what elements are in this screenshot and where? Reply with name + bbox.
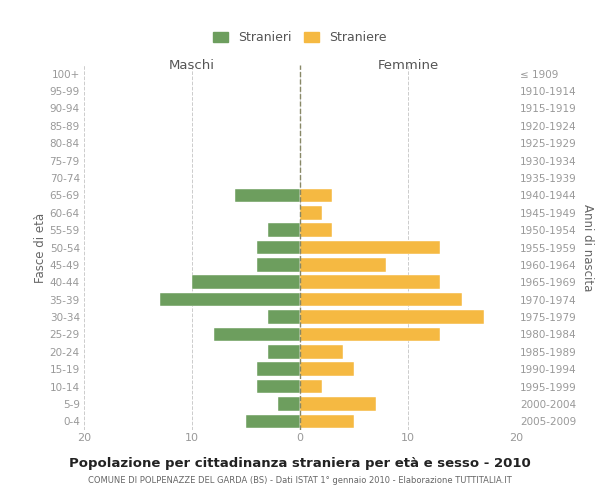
Bar	[268, 224, 300, 237]
Bar	[300, 414, 354, 428]
Legend: Stranieri, Straniere: Stranieri, Straniere	[209, 28, 391, 48]
Bar	[300, 293, 462, 306]
Text: Maschi: Maschi	[169, 60, 215, 72]
Bar	[246, 414, 300, 428]
Bar	[300, 258, 386, 272]
Text: COMUNE DI POLPENAZZE DEL GARDA (BS) - Dati ISTAT 1° gennaio 2010 - Elaborazione : COMUNE DI POLPENAZZE DEL GARDA (BS) - Da…	[88, 476, 512, 485]
Bar	[257, 362, 300, 376]
Bar	[268, 310, 300, 324]
Bar	[192, 276, 300, 289]
Y-axis label: Anni di nascita: Anni di nascita	[581, 204, 593, 291]
Bar	[300, 380, 322, 394]
Bar	[300, 345, 343, 358]
Bar	[300, 206, 322, 220]
Bar	[278, 397, 300, 410]
Bar	[214, 328, 300, 341]
Bar	[300, 224, 332, 237]
Bar	[300, 362, 354, 376]
Bar	[300, 276, 440, 289]
Y-axis label: Fasce di età: Fasce di età	[34, 212, 47, 282]
Bar	[300, 328, 440, 341]
Bar	[268, 345, 300, 358]
Bar	[257, 258, 300, 272]
Bar	[300, 240, 440, 254]
Bar	[160, 293, 300, 306]
Text: Popolazione per cittadinanza straniera per età e sesso - 2010: Popolazione per cittadinanza straniera p…	[69, 458, 531, 470]
Bar	[300, 397, 376, 410]
Text: Femmine: Femmine	[377, 60, 439, 72]
Bar	[257, 240, 300, 254]
Bar	[300, 188, 332, 202]
Bar	[235, 188, 300, 202]
Bar	[257, 380, 300, 394]
Bar	[300, 310, 484, 324]
